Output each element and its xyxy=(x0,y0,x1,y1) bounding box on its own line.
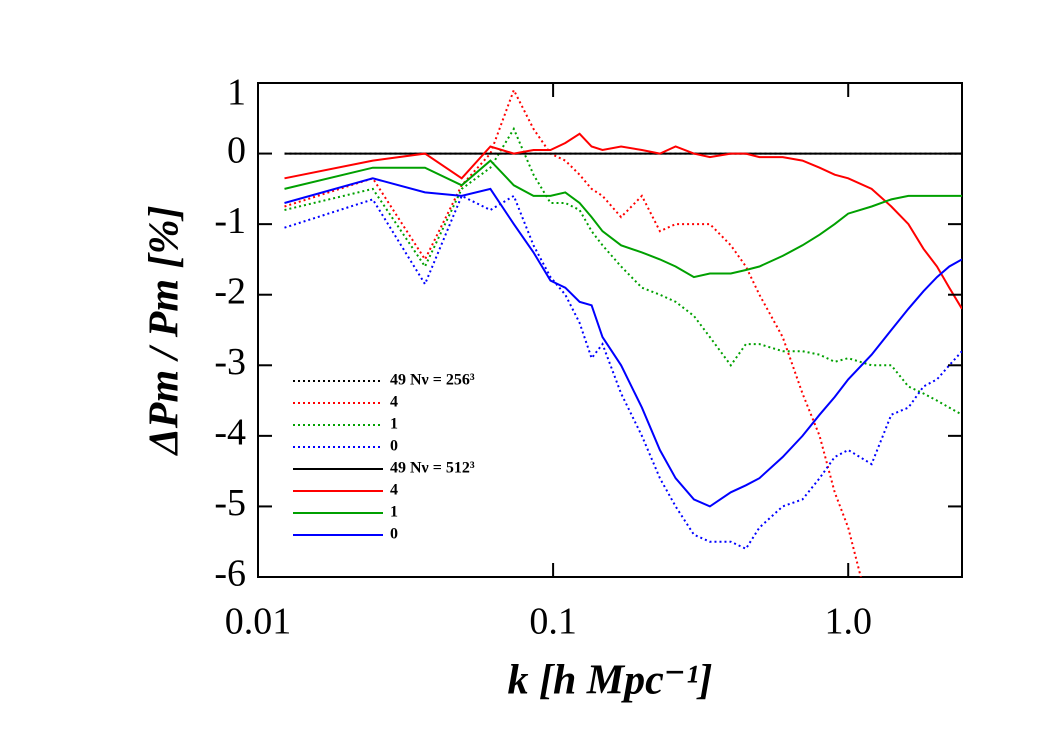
series-line xyxy=(284,177,962,508)
legend-label: 1 xyxy=(390,416,398,433)
y-tick-label: -2 xyxy=(214,270,246,312)
x-axis-label: k [h Mpc⁻¹] xyxy=(507,658,712,704)
series-line xyxy=(284,126,962,416)
x-tick-label: 1.0 xyxy=(824,601,872,643)
legend-label: 4 xyxy=(390,482,398,499)
series-line xyxy=(284,132,962,310)
y-tick-label: -1 xyxy=(214,200,246,242)
y-tick-label: -4 xyxy=(214,412,246,454)
legend-label: 0 xyxy=(390,526,398,543)
plot-lines xyxy=(284,87,962,577)
series-line xyxy=(284,194,962,551)
y-tick-label: 1 xyxy=(227,72,246,114)
y-tick-label: -5 xyxy=(214,482,246,524)
x-tick-label: 0.1 xyxy=(529,601,577,643)
series-line xyxy=(284,159,962,279)
y-tick-label: -3 xyxy=(214,341,246,383)
legend-label: 0 xyxy=(390,438,398,455)
y-tick-label: 0 xyxy=(227,129,246,171)
legend-label: 4 xyxy=(390,394,398,411)
x-tick-label: 0.01 xyxy=(225,601,292,643)
plot-frame xyxy=(257,82,963,578)
y-tick-label: -6 xyxy=(214,553,246,595)
legend-label: 49 Nν = 256³ xyxy=(390,372,475,389)
y-axis-label: ΔPm / Pm [%] xyxy=(142,205,188,456)
legend-label: 49 Nν = 512³ xyxy=(390,460,475,477)
legend-label: 1 xyxy=(390,504,398,521)
series-line xyxy=(284,87,862,577)
